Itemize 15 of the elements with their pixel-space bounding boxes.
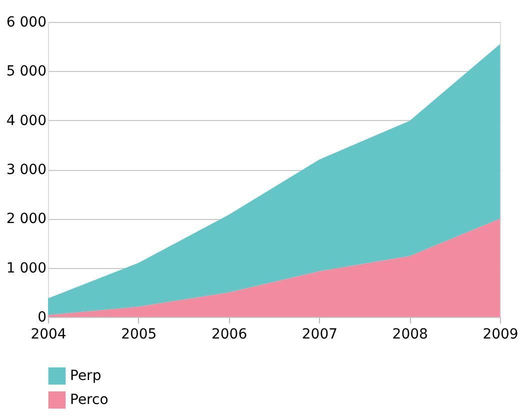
legend-label: Perco bbox=[70, 392, 108, 408]
x-tick-label: 2006 bbox=[211, 326, 248, 342]
y-tick-label: 4 000 bbox=[6, 112, 46, 129]
y-tick-label: 6 000 bbox=[6, 14, 46, 30]
y-tick-label: 0 bbox=[38, 310, 46, 326]
x-tick-label: 2007 bbox=[302, 326, 338, 342]
y-tick-label: 2 000 bbox=[6, 211, 46, 228]
y-tick-label: 1 000 bbox=[6, 260, 46, 276]
x-tick-label: 2009 bbox=[482, 326, 518, 342]
x-tick-label: 2005 bbox=[121, 326, 157, 342]
x-tick-label: 2004 bbox=[30, 326, 66, 342]
y-tick-label: 5 000 bbox=[6, 64, 46, 80]
x-tick-label: 2008 bbox=[392, 326, 428, 342]
legend-label: Perp bbox=[70, 368, 102, 384]
y-tick-label: 3 000 bbox=[6, 162, 46, 178]
